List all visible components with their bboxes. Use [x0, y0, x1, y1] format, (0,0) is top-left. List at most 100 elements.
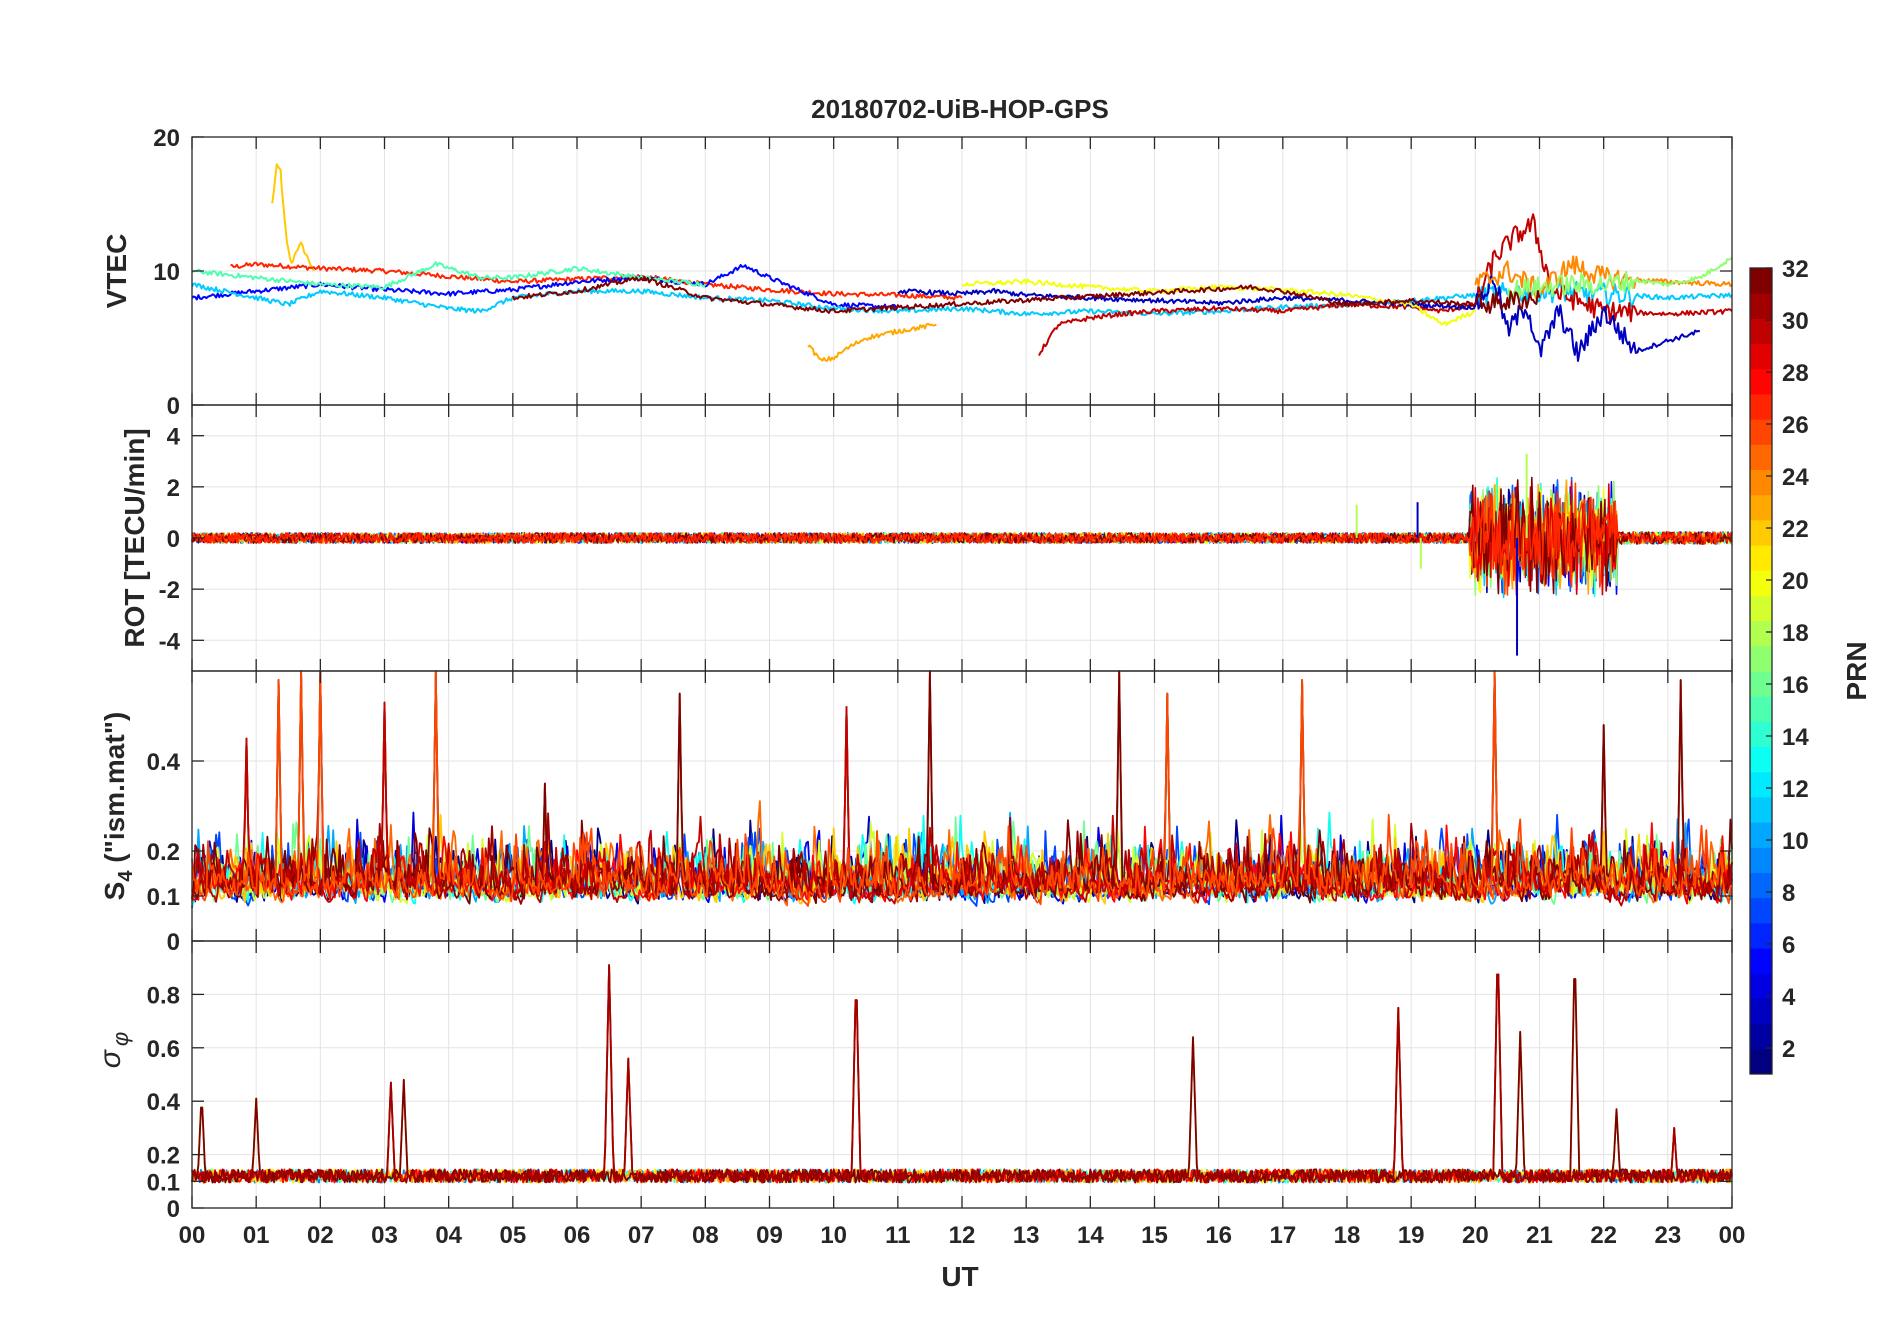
vtec-series-prn-17	[1506, 256, 1733, 302]
colorbar-swatch	[1750, 268, 1772, 294]
colorbar-swatch	[1750, 595, 1772, 622]
vtec-series-prn-32	[511, 275, 1541, 314]
y-tick-label: 0	[167, 1196, 180, 1223]
colorbar-swatch	[1750, 973, 1772, 999]
x-tick-label: 19	[1398, 1222, 1425, 1249]
x-tick-label: 20	[1462, 1222, 1489, 1249]
colorbar-tick-label: 26	[1782, 412, 1809, 439]
y-tick-label: 0.2	[147, 839, 180, 866]
x-tick-label: 10	[820, 1222, 847, 1249]
x-tick-label: 06	[564, 1222, 591, 1249]
y-tick-label: 0.6	[147, 1036, 180, 1063]
y-tick-label: -4	[159, 628, 181, 655]
panel-s4: 0 0.1 0.2 0.4 S4 ("ism.mat")	[99, 670, 1733, 956]
y-tick-label: 0.8	[147, 982, 180, 1009]
x-tick-label: 15	[1141, 1222, 1168, 1249]
x-tick-label: 03	[371, 1222, 398, 1249]
colorbar-tick-label: 24	[1782, 464, 1809, 491]
colorbar-swatch	[1750, 494, 1772, 521]
colorbar-label: PRN	[1841, 641, 1872, 700]
colorbar-tick-label: 30	[1782, 308, 1809, 335]
x-tick-label: 14	[1077, 1222, 1104, 1249]
x-tick-label: 09	[756, 1222, 783, 1249]
y-tick-label: 0.4	[147, 749, 181, 776]
y-axis-label: ROT [TECU/min]	[119, 428, 150, 647]
colorbar-swatch	[1750, 545, 1772, 571]
colorbar-swatch	[1750, 948, 1772, 974]
y-tick-label: 0.4	[147, 1089, 181, 1116]
colorbar-tick-label: 14	[1782, 724, 1809, 751]
colorbar-swatch	[1750, 620, 1772, 647]
vtec-series-prn-11	[191, 279, 1733, 317]
colorbar-swatch	[1750, 872, 1772, 899]
y-tick-label: 0	[167, 526, 180, 553]
colorbar-swatch	[1750, 922, 1772, 949]
vtec-series-prn-23	[807, 322, 937, 362]
y-tick-label: -2	[159, 577, 180, 604]
vtec-series-prn-27	[230, 261, 963, 301]
y-tick-label: 4	[167, 424, 181, 451]
x-tick-label: 01	[243, 1222, 270, 1249]
colorbar-tick-label: 6	[1782, 932, 1795, 959]
colorbar-frame	[1749, 267, 1773, 1075]
y-axis-label: σφ	[94, 1032, 133, 1068]
y-axis-label-sigma: σ	[94, 1048, 127, 1068]
colorbar-tick-label: 12	[1782, 776, 1809, 803]
s4-series-prn-30	[191, 701, 1733, 907]
colorbar-swatch	[1750, 1048, 1772, 1075]
vtec-series-prn-22	[271, 163, 315, 272]
colorbar-swatch	[1750, 746, 1772, 773]
colorbar-swatch	[1750, 796, 1772, 823]
y-tick-label: 0.2	[147, 1143, 180, 1170]
colorbar-swatch	[1750, 1023, 1772, 1050]
y-axis-label: S4 ("ism.mat")	[99, 712, 137, 901]
x-tick-label: 12	[949, 1222, 976, 1249]
colorbar-swatch	[1750, 419, 1772, 445]
s4-series-prn-26	[191, 670, 1733, 907]
panel-rot: -4 -2 0 2 4 ROT [TECU/min]	[119, 404, 1733, 672]
rot-series-prn-27	[191, 491, 1733, 596]
colorbar-swatch	[1750, 696, 1772, 722]
y-tick-label: 0	[167, 929, 180, 956]
y-axis-label-subscript: 4	[115, 870, 137, 882]
colorbar-swatch	[1750, 847, 1772, 873]
colorbar-swatch	[1750, 368, 1772, 395]
x-tick-label: 05	[499, 1222, 526, 1249]
vtec-series-prn-15	[191, 261, 707, 290]
colorbar-tick-label: 2	[1782, 1036, 1795, 1063]
vtec-series-prn-24	[1474, 255, 1733, 300]
chart-title: 20180702-UiB-HOP-GPS	[811, 94, 1109, 124]
y-axis-label-base: S	[99, 882, 130, 901]
x-tick-label: 23	[1654, 1222, 1681, 1249]
x-tick-label: 22	[1590, 1222, 1617, 1249]
colorbar-tick-label: 32	[1782, 256, 1809, 283]
y-tick-label: 2	[167, 475, 180, 502]
x-tick-label: 21	[1526, 1222, 1553, 1249]
colorbar-swatch	[1750, 343, 1772, 370]
colorbar-swatch	[1750, 771, 1772, 798]
colorbar-swatch	[1750, 645, 1772, 672]
colorbar-tick-label: 22	[1782, 516, 1809, 543]
y-axis-label: VTEC	[101, 234, 132, 309]
colorbar-swatch	[1750, 998, 1772, 1025]
x-tick-label: 16	[1205, 1222, 1232, 1249]
x-tick-label: 00	[1719, 1222, 1746, 1249]
y-tick-label: 0.1	[147, 1169, 180, 1196]
colorbar-swatch	[1750, 519, 1772, 546]
panel-vtec: 0 10 20 VTEC	[101, 125, 1733, 420]
colorbar-tick-label: 8	[1782, 880, 1795, 907]
x-tick-label: 07	[628, 1222, 655, 1249]
colorbar-swatch	[1750, 444, 1772, 470]
colorbar-swatch	[1750, 721, 1772, 748]
colorbar-tick-label: 20	[1782, 568, 1809, 595]
x-axis-label: UT	[941, 1261, 978, 1292]
x-tick-label: 04	[435, 1222, 462, 1249]
colorbar-swatch	[1750, 318, 1772, 345]
colorbar-tick-label: 4	[1782, 984, 1796, 1011]
colorbar-swatch	[1750, 393, 1772, 420]
y-tick-label: 0.1	[147, 884, 180, 911]
colorbar-swatch	[1750, 822, 1772, 848]
y-tick-label: 10	[153, 259, 180, 286]
